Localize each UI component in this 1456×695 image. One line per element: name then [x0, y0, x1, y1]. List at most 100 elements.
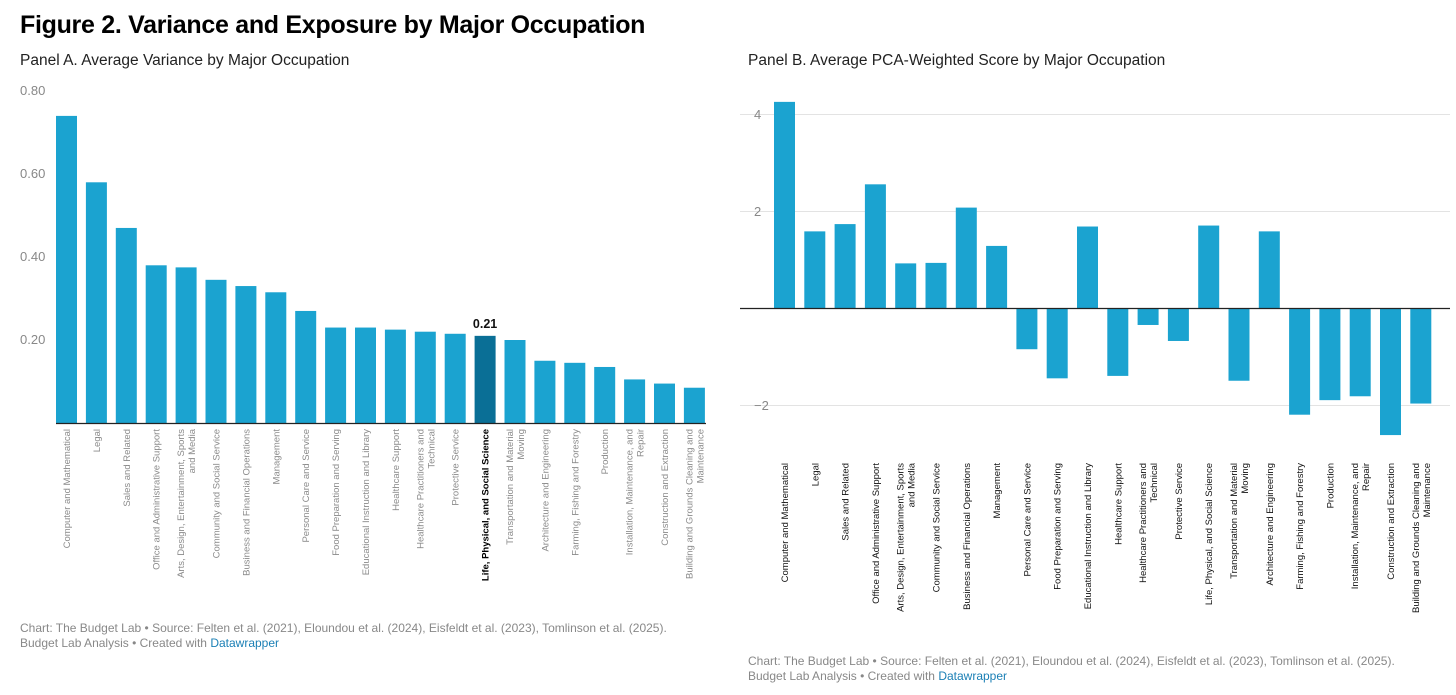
panel-a-category-label-line: Healthcare Practitioners and: [415, 429, 426, 549]
panel-a-bar-business-and-financial-operations: [235, 286, 257, 423]
panel-b-bar-transportation-and-material-moving: [1228, 308, 1250, 381]
panel-b-bar-healthcare-practitioners-and-technical: [1137, 308, 1159, 325]
panel-a-category-label-line: Food Preparation and Serving: [331, 429, 342, 556]
panel-b-title: Panel B. Average PCA-Weighted Score by M…: [748, 52, 1166, 69]
panel-b-category-label: Healthcare Practitioners and Technical: [1138, 463, 1160, 583]
panel-b-category-label-line: Life, Physical, and Social Science: [1204, 463, 1215, 605]
panel-b-category-label-line: Educational Instruction and Library: [1083, 463, 1094, 610]
panel-b-category-label: Legal: [810, 463, 821, 486]
panel-a-bar-educational-instruction-and-library: [355, 327, 376, 423]
panel-b-category-label-line: Technical: [1149, 463, 1160, 503]
panel-a-category-label-line: Technical: [426, 429, 437, 469]
panel-a-category-label: Construction and Extraction: [660, 429, 671, 546]
panel-b-category-label: Office and Administrative Support: [871, 463, 882, 604]
panel-a-bar-management: [265, 292, 287, 423]
panel-a-category-label: Arts, Design, Entertainment, Sports and M…: [176, 428, 198, 578]
panel-b-category-label: Building and Grounds Cleaning and Mainten…: [1411, 463, 1433, 613]
panel-a-title: Panel A. Average Variance by Major Occup…: [20, 52, 350, 69]
panel-b-category-label-line: Community and Social Service: [932, 463, 943, 592]
panel-b-bar-construction-and-extraction: [1380, 308, 1401, 436]
panel-b-category-label: Production: [1325, 463, 1336, 508]
panel-b-category-label: Architecture and Engineering: [1265, 463, 1276, 586]
panel-a-bar-sales-and-related: [115, 227, 137, 423]
panel-b-category-label: Construction and Extraction: [1386, 463, 1397, 580]
panel-b-category-label-line: Production: [1325, 463, 1336, 508]
panel-b-category-label-line: and Media: [907, 462, 918, 507]
panel-b-category-label-line: Transportation and Material: [1229, 463, 1240, 579]
panel-a-bar-protective-service: [444, 333, 466, 423]
panel-b-bar-office-and-administrative-support: [864, 184, 886, 308]
panel-a-category-label-line: Protective Service: [451, 429, 462, 506]
panel-a-category-label-line: Farming, Fishing and Forestry: [570, 429, 581, 556]
panel-a-category-label-line: Life, Physical, and Social Science: [481, 429, 492, 581]
panel-a-y-tick-label: 0.80: [20, 83, 45, 98]
panel-b-category-label-line: Building and Grounds Cleaning and: [1411, 463, 1422, 613]
panel-a-category-label-line: Educational Instruction and Library: [361, 429, 372, 576]
panel-a-category-label-line: Sales and Related: [122, 429, 133, 507]
panel-a-bar-life-physical-and-social-science: [474, 335, 496, 423]
panel-b-category-label-line: Moving: [1240, 463, 1251, 494]
panel-a-category-label: Legal: [92, 429, 103, 452]
panel-a-bar-transportation-and-material-moving: [504, 340, 526, 423]
panel-a-category-label-line: Personal Care and Service: [301, 429, 312, 543]
panel-b-y-tick-label: 4: [754, 107, 761, 122]
panel-a-category-label-line: Building and Grounds Cleaning and: [684, 429, 695, 579]
panel-a-bar-community-and-social-service: [205, 279, 227, 423]
panel-b-bar-legal: [804, 231, 826, 308]
panel-a-category-label-line: Installation, Maintenance, and: [625, 429, 636, 555]
panel-b-bar-community-and-social-service: [925, 262, 947, 308]
panel-a-bar-personal-care-and-service: [295, 310, 317, 423]
panel-b-bar-farming-fishing-and-forestry: [1289, 308, 1311, 415]
panel-a-bar-construction-and-extraction: [654, 383, 675, 423]
panel-a-source-line: Chart: The Budget Lab • Source: Felten e…: [20, 621, 667, 635]
panel-a-category-label-line: and Media: [187, 428, 198, 473]
panel-a-bar-legal: [85, 182, 107, 423]
panel-b-bar-personal-care-and-service: [1016, 308, 1038, 350]
panel-a-category-label-line: Business and Financial Operations: [241, 429, 252, 576]
panel-b-category-label: Transportation and Material Moving: [1229, 463, 1251, 579]
panel-b-bar-building-and-grounds-cleaning-and-maintenance: [1410, 308, 1432, 404]
panel-a-category-label: Office and Administrative Support: [152, 429, 163, 570]
panel-b-category-label: Arts, Design, Entertainment, Sports and M…: [896, 462, 918, 612]
panel-b-bar-food-preparation-and-serving: [1046, 308, 1068, 379]
panel-b-bar-educational-instruction-and-library: [1077, 226, 1098, 308]
panel-a-bar-farming-fishing-and-forestry: [564, 362, 586, 423]
panel-a-datawrapper-link[interactable]: Datawrapper: [210, 636, 280, 650]
panel-a-category-label-line: Construction and Extraction: [660, 429, 671, 546]
panel-a-category-label-line: Healthcare Support: [391, 429, 402, 511]
panel-b-source-note: Chart: The Budget Lab • Source: Felten e…: [748, 654, 1395, 684]
panel-a-category-label: Healthcare Practitioners and Technical: [415, 429, 437, 549]
panel-b-category-label-line: Construction and Extraction: [1386, 463, 1397, 580]
panel-a-category-label: Protective Service: [451, 429, 462, 506]
panel-a-bar-installation-maintenance-and-repair: [624, 379, 646, 423]
panel-a-bar-food-preparation-and-serving: [325, 327, 347, 423]
panel-a-category-label: Community and Social Service: [212, 429, 223, 558]
panel-b-category-label: Farming, Fishing and Forestry: [1295, 463, 1306, 590]
panel-b-category-label: Management: [992, 463, 1003, 519]
panel-b-category-label-line: Arts, Design, Entertainment, Sports: [896, 463, 907, 612]
panel-a-category-label-line: Moving: [516, 429, 527, 460]
panel-a-credit-line: Budget Lab Analysis • Created with Dataw…: [20, 636, 667, 651]
panel-b-y-tick-label: 2: [754, 204, 761, 219]
panel-b-category-label-line: Repair: [1361, 463, 1372, 491]
panel-a-bar-arts-design-entertainment-sports-and-media: [175, 267, 197, 423]
panel-b-datawrapper-link[interactable]: Datawrapper: [938, 669, 1008, 683]
panel-b-category-label: Community and Social Service: [932, 463, 943, 592]
panel-b-category-label-line: Sales and Related: [841, 463, 852, 541]
panel-a-category-label-line: Repair: [636, 429, 647, 457]
panel-b-bar-production: [1319, 308, 1341, 401]
panel-b-credit-line: Budget Lab Analysis • Created with Dataw…: [748, 669, 1395, 684]
panel-b-category-label: Life, Physical, and Social Science: [1204, 463, 1215, 605]
panel-a-category-label: Educational Instruction and Library: [361, 429, 372, 576]
panel-a-highlight-value-label: 0.21: [473, 317, 497, 331]
panel-a-category-label: Computer and Mathematical: [62, 429, 73, 548]
panel-a-category-label: Farming, Fishing and Forestry: [570, 429, 581, 556]
panel-b-category-label-line: Architecture and Engineering: [1265, 463, 1276, 586]
panel-a-bar-healthcare-practitioners-and-technical: [414, 331, 436, 423]
panel-a-category-label-line: Architecture and Engineering: [540, 429, 551, 552]
panel-b-chart: 4 2 −2 Computer and Mathematical Legal Sales …: [740, 101, 1450, 613]
panel-b-bar-healthcare-support: [1107, 308, 1129, 376]
panel-a-category-label-line: Arts, Design, Entertainment, Sports: [176, 429, 187, 578]
panel-b-category-label-line: Healthcare Support: [1113, 463, 1124, 545]
panel-a-category-label: Production: [600, 429, 611, 474]
